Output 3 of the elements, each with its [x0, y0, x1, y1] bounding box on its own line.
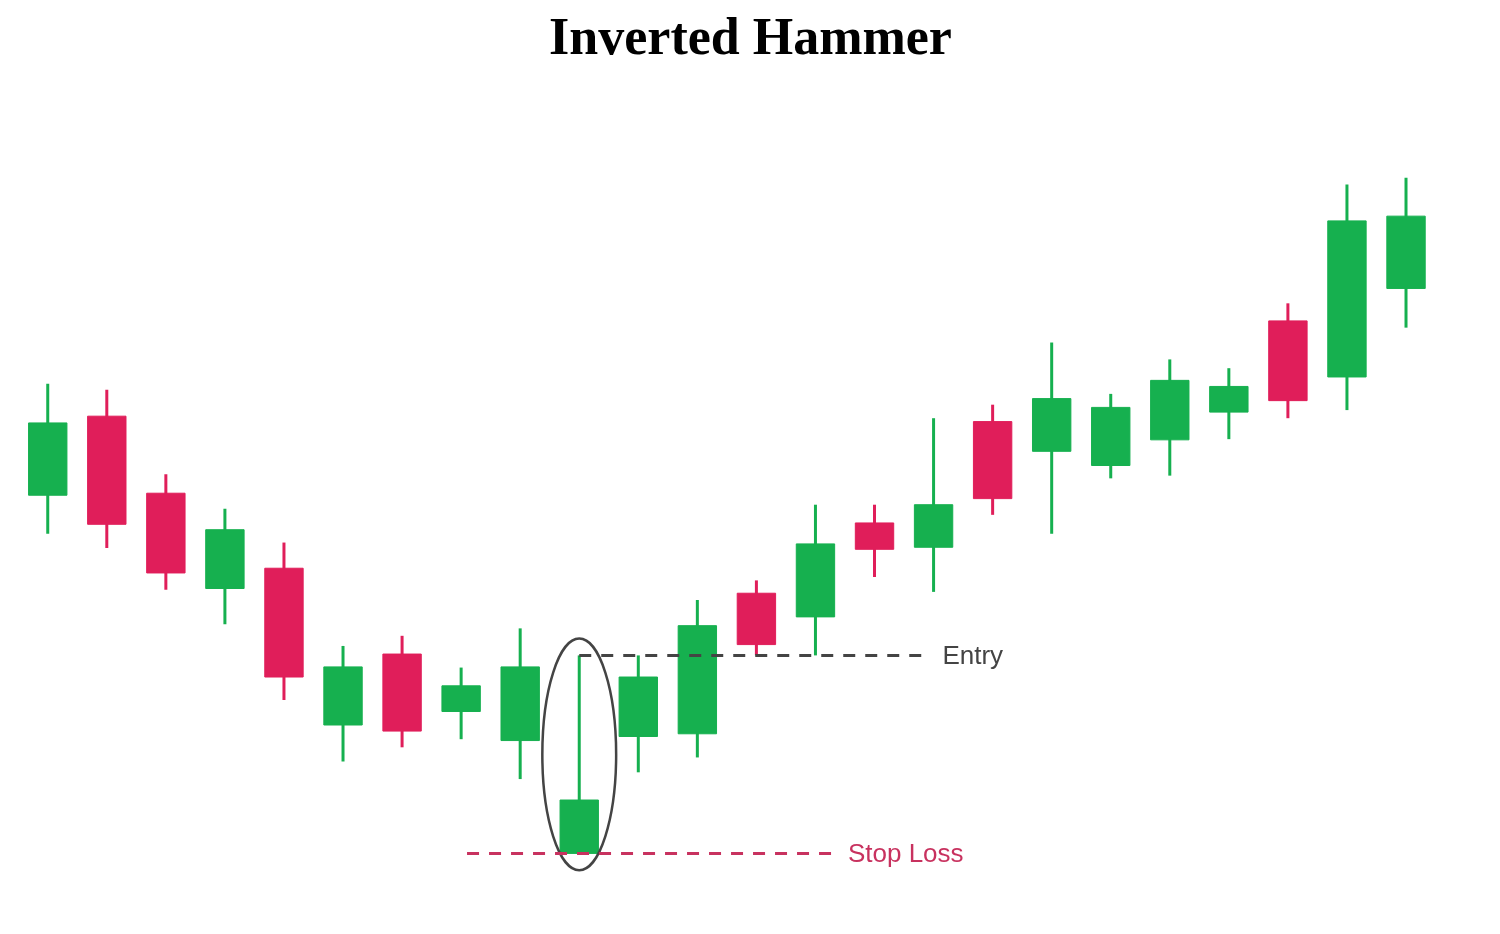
chart-title: Inverted Hammer: [549, 7, 952, 65]
ref-line-label: Stop Loss: [847, 838, 964, 869]
ref-line-label: Entry: [942, 640, 1004, 671]
